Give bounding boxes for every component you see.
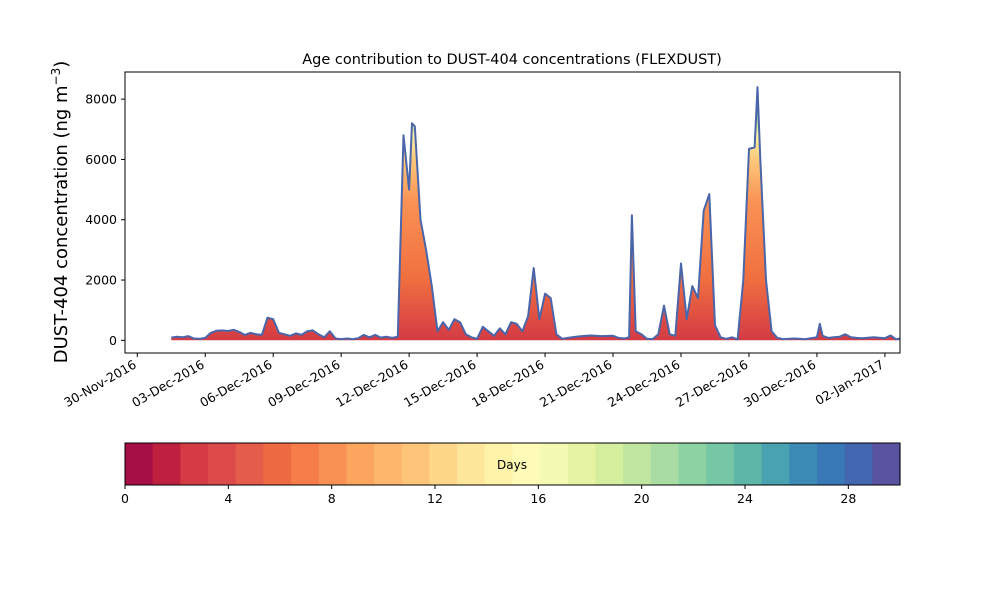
colorbar-tick-label: 8 — [328, 491, 336, 506]
colorbar-swatch — [844, 443, 873, 485]
plot-frame — [124, 71, 901, 354]
colorbar-tick-label: 20 — [634, 491, 650, 506]
x-tick-label: 27-Dec-2016 — [673, 357, 751, 410]
y-tick-label: 0 — [109, 333, 117, 348]
colorbar-swatch — [457, 443, 486, 485]
x-tick-label: 30-Nov-2016 — [61, 357, 139, 410]
x-axis-ticks: 30-Nov-201603-Dec-201606-Dec-201609-Dec-… — [61, 353, 886, 410]
colorbar-tick-label: 0 — [121, 491, 129, 506]
x-tick-label: 18-Dec-2016 — [469, 357, 547, 410]
y-tick-label: 4000 — [85, 212, 117, 227]
colorbar-swatch — [484, 443, 514, 485]
colorbar-tick-label: 28 — [840, 491, 856, 506]
series-area-0 — [171, 87, 900, 341]
colorbar-swatch — [789, 443, 818, 485]
colorbar-swatch — [761, 443, 790, 485]
colorbar-swatch — [125, 443, 154, 485]
colorbar-swatch — [235, 443, 264, 485]
colorbar-swatch — [346, 443, 375, 485]
x-tick-label: 12-Dec-2016 — [333, 357, 411, 410]
colorbar-tick-label: 4 — [224, 491, 232, 506]
colorbar-swatch — [401, 443, 431, 485]
colorbar-label: Days — [497, 458, 527, 472]
colorbar-swatch — [678, 443, 707, 485]
colorbar-tick-label: 12 — [427, 491, 443, 506]
area-layer — [171, 87, 900, 341]
colorbar-swatch — [595, 443, 624, 485]
colorbar-swatch — [318, 443, 348, 485]
line-layer — [171, 86, 900, 341]
colorbar-swatch — [512, 443, 541, 485]
colorbar-swatch — [291, 443, 320, 485]
colorbar-frame — [124, 442, 901, 486]
colorbar-swatch — [263, 443, 292, 485]
colorbar-swatch — [540, 443, 569, 485]
x-tick-label: 21-Dec-2016 — [537, 357, 615, 410]
colorbar-swatch — [152, 443, 181, 485]
colorbar-swatch — [816, 443, 846, 485]
x-tick-label: 02-Jan-2017 — [812, 357, 886, 408]
colorbar-swatch — [706, 443, 735, 485]
colorbar-tick-label: 24 — [737, 491, 753, 506]
chart-title: Age contribution to DUST-404 concentrati… — [302, 52, 722, 68]
x-tick-label: 24-Dec-2016 — [605, 357, 683, 410]
y-axis-label-exponent: −3 — [49, 68, 63, 86]
colorbar-swatch — [623, 443, 652, 485]
colorbar-swatch — [872, 443, 901, 485]
colorbar-ticks: 0 4 8 12 16 20 24 28 — [121, 485, 856, 506]
colorbar-swatch — [180, 443, 209, 485]
y-tick-label: 6000 — [85, 152, 117, 167]
y-axis-label: DUST-404 concentration (ng m−3) — [49, 61, 72, 364]
x-tick-label: 06-Dec-2016 — [197, 357, 275, 410]
colorbar-swatch — [567, 443, 597, 485]
colorbar-swatch — [429, 443, 458, 485]
series-line-0 — [171, 86, 900, 341]
colorbar-swatch — [733, 443, 763, 485]
colorbar-swatch — [650, 443, 680, 485]
y-tick-label: 2000 — [85, 273, 117, 288]
y-axis-ticks: 0 2000 4000 6000 8000 — [85, 92, 125, 348]
x-tick-label: 30-Dec-2016 — [741, 357, 819, 410]
x-tick-label: 15-Dec-2016 — [401, 357, 479, 410]
y-tick-label: 8000 — [85, 92, 117, 107]
y-axis-label-close: ) — [51, 61, 72, 68]
x-tick-label: 09-Dec-2016 — [265, 357, 343, 410]
y-axis-label-main: DUST-404 concentration (ng m — [51, 85, 72, 363]
colorbar-tick-label: 16 — [530, 491, 546, 506]
colorbar-swatch — [208, 443, 237, 485]
colorbar-swatch — [374, 443, 403, 485]
x-tick-label: 03-Dec-2016 — [129, 357, 207, 410]
colorbar — [124, 442, 901, 486]
